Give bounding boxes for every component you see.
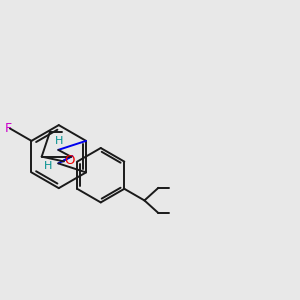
Text: H: H <box>55 136 63 146</box>
Text: O: O <box>64 154 75 167</box>
Text: H: H <box>44 161 52 171</box>
Text: F: F <box>5 122 12 135</box>
